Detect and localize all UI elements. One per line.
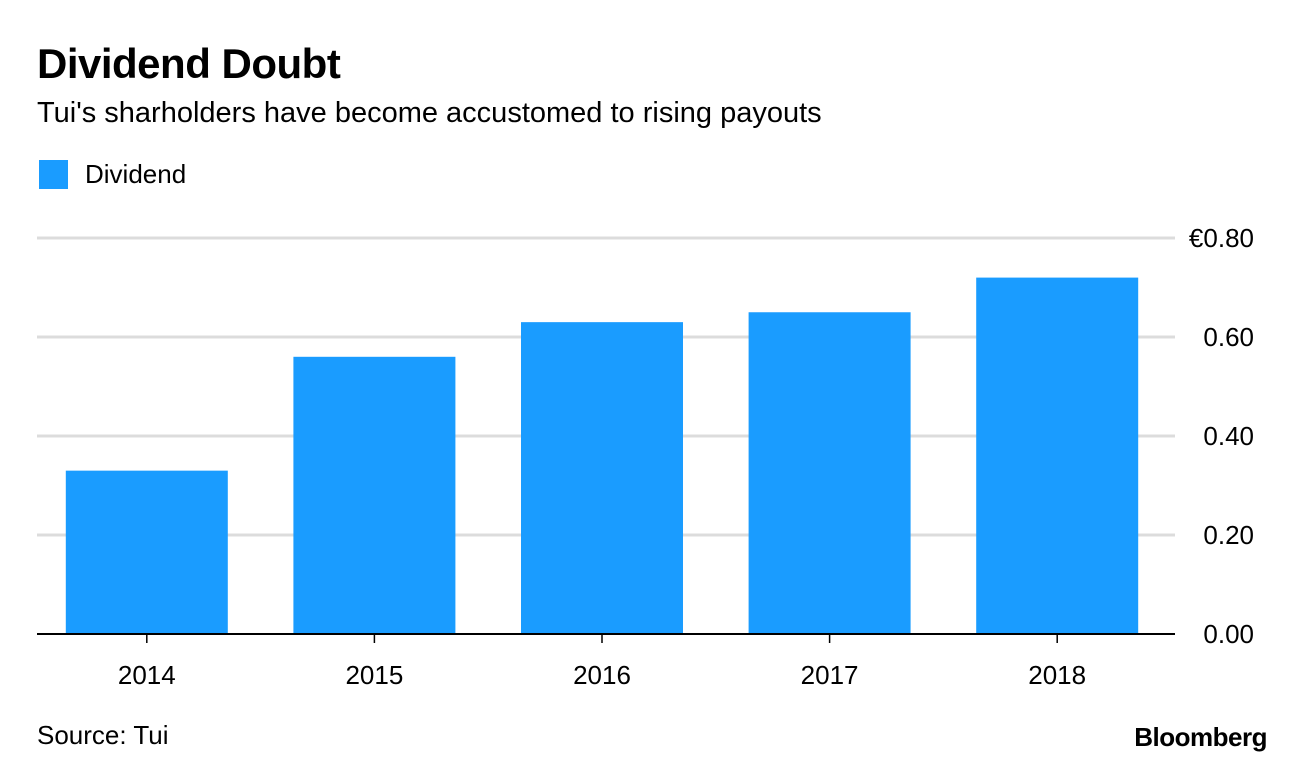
- y-tick-label: 0.00: [1203, 619, 1254, 649]
- x-tick-label: 2014: [118, 660, 176, 690]
- source-note: Source: Tui: [37, 720, 169, 750]
- x-tick-label: 2018: [1028, 660, 1086, 690]
- y-tick-label: 0.20: [1203, 520, 1254, 550]
- bar-2017: [748, 312, 911, 634]
- legend-label: Dividend: [85, 159, 187, 189]
- x-tick-label: 2015: [345, 660, 403, 690]
- x-tick-label: 2017: [801, 660, 859, 690]
- x-tick-label: 2016: [573, 660, 631, 690]
- y-tick-label: 0.60: [1203, 322, 1254, 352]
- bar-2016: [521, 322, 683, 634]
- bloomberg-logo: Bloomberg: [1134, 722, 1267, 752]
- y-tick-label: 0.40: [1203, 421, 1254, 451]
- y-tick-label: €0.80: [1189, 223, 1254, 253]
- chart-subtitle: Tui's sharholders have become accustomed…: [37, 97, 822, 129]
- legend-swatch: [39, 160, 68, 189]
- bar-2014: [65, 470, 228, 634]
- bar-2015: [293, 356, 456, 634]
- chart-title: Dividend Doubt: [37, 40, 341, 87]
- legend: Dividend: [39, 159, 186, 190]
- bar-2018: [976, 277, 1139, 634]
